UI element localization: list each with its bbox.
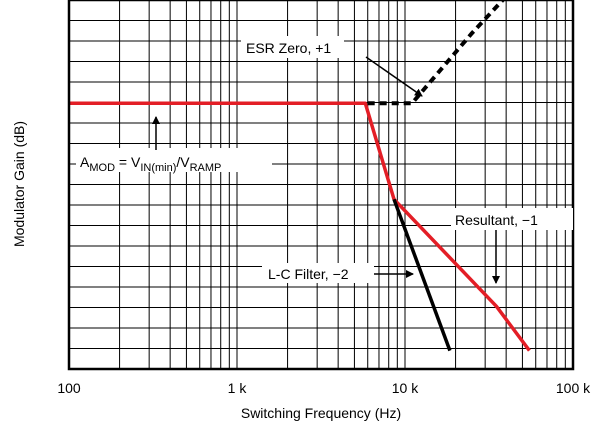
resultant-label-background [451, 208, 573, 230]
series-group [69, 0, 531, 352]
x-tick-labels: 100 1 k 10 k 100 k [57, 380, 591, 396]
x-tick-label: 100 k [556, 380, 591, 396]
grid [69, 0, 573, 369]
annotations: AMOD = VIN(min)/VRAMP ESR Zero, +1 L-C Fil… [76, 36, 573, 284]
resultant-label: Resultant, −1 [455, 212, 538, 228]
series-line-lc-filter [392, 198, 452, 352]
x-tick-label: 100 [57, 380, 81, 396]
lc-filter-label: L-C Filter, −2 [268, 266, 349, 282]
esr-zero-arrow [365, 56, 423, 97]
esr-zero-label: ESR Zero, +1 [246, 40, 331, 56]
plot-frame [67, 0, 575, 371]
x-tick-label: 10 k [392, 380, 419, 396]
series-line-esr-zero [367, 0, 506, 106]
esr-label-background [241, 36, 344, 58]
x-axis-title: Switching Frequency (Hz) [241, 405, 401, 421]
y-axis-title: Modulator Gain (dB) [11, 121, 27, 247]
amod-label-background [76, 148, 272, 172]
x-tick-label: 1 k [228, 380, 248, 396]
lc-label-background [262, 263, 374, 283]
amod-formula-label: AMOD = VIN(min)/VRAMP [80, 154, 221, 174]
